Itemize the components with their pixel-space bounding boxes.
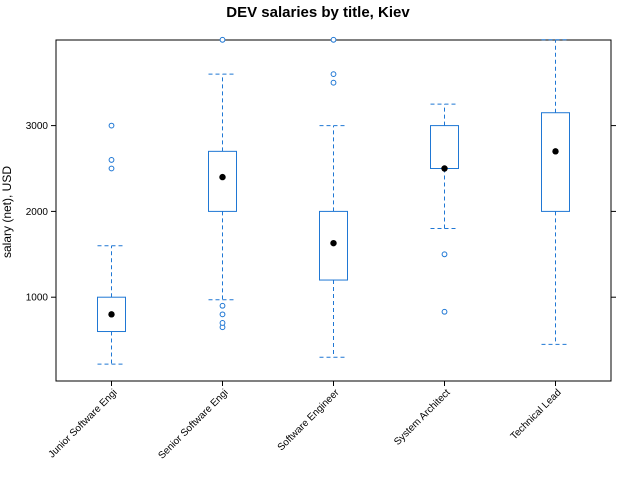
x-tick-label: Junior Software Engi	[47, 387, 120, 460]
y-tick-label: 1000	[26, 293, 49, 304]
outlier-point	[330, 71, 337, 78]
outlier-point	[330, 36, 337, 43]
y-axis-label: salary (net), USD	[0, 166, 14, 258]
outlier-point	[108, 157, 115, 163]
x-tick-label: System Architect	[392, 387, 453, 448]
outlier-point	[219, 320, 226, 326]
boxes-layer	[97, 36, 570, 365]
x-axis: Junior Software Engi Senior Software Engi…	[47, 381, 564, 462]
median-dot	[330, 239, 337, 247]
median-dot	[108, 311, 115, 318]
y-axis: 1000 2000 3000	[26, 121, 616, 304]
box-iqr	[430, 125, 459, 169]
outlier-point	[219, 36, 226, 43]
outlier-point	[441, 308, 448, 315]
box-group	[208, 36, 237, 331]
y-tick-label: 3000	[26, 121, 49, 132]
x-tick-label: Senior Software Engi	[156, 387, 230, 461]
outlier-point	[108, 122, 115, 129]
box-group	[97, 122, 126, 365]
box-group	[541, 39, 570, 345]
chart-title: DEV salaries by title, Kiev	[226, 4, 410, 21]
box-iqr	[97, 296, 126, 333]
box-iqr	[208, 150, 237, 212]
median-dot	[219, 173, 226, 181]
median-dot	[552, 148, 559, 155]
outlier-point	[219, 302, 226, 309]
x-tick-label: Software Engineer	[276, 387, 342, 453]
box-iqr	[541, 112, 570, 212]
box-group	[430, 103, 459, 315]
box-group	[319, 36, 348, 358]
outlier-point	[108, 165, 115, 172]
outlier-point	[330, 79, 337, 86]
median-dot	[441, 165, 448, 172]
outlier-point	[219, 311, 226, 318]
box-iqr	[319, 210, 348, 281]
y-tick-label: 2000	[26, 207, 49, 218]
outlier-point	[441, 251, 448, 258]
x-tick-label: Technical Lead	[509, 387, 564, 442]
